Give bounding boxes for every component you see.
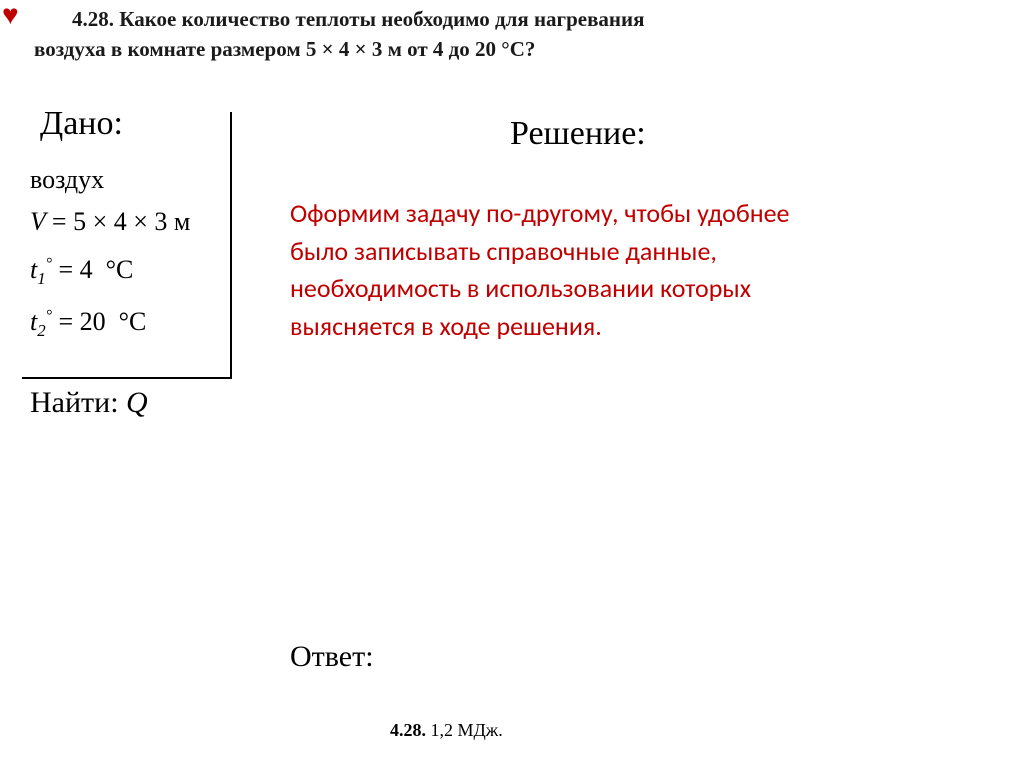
heart-icon: ♥ (2, 2, 19, 30)
find-symbol: Q (126, 386, 148, 419)
vertical-divider (230, 112, 232, 377)
find-line: Найти: Q (30, 386, 148, 420)
answer-label: Ответ: (290, 640, 374, 674)
answer-key-text: 1,2 МДж. (431, 720, 503, 740)
problem-number: 4.28. (72, 7, 114, 31)
find-label: Найти: (30, 386, 119, 419)
problem-line-1: 4.28. Какое количество теплоты необходим… (72, 4, 645, 36)
given-heading: Дано: (40, 105, 123, 143)
answer-key: 4.28. 1,2 МДж. (390, 720, 503, 741)
given-t2: t2° = 20 °C (30, 307, 230, 341)
given-t1: t1° = 4 °C (30, 255, 230, 289)
solution-note: Оформим задачу по-другому, чтобы удобнее… (290, 195, 830, 346)
problem-line-2: воздуха в комнате размером 5 × 4 × 3 м о… (34, 34, 535, 66)
given-volume: V = 5 × 4 × 3 м (30, 207, 230, 237)
given-substance: воздух (30, 165, 230, 195)
problem-text-1: Какое количество теплоты необходимо для … (119, 7, 644, 31)
solution-heading: Решение: (510, 115, 646, 153)
given-column: воздух V = 5 × 4 × 3 м t1° = 4 °C t2° = … (30, 165, 230, 359)
answer-key-number: 4.28. (390, 720, 426, 740)
horizontal-divider (22, 377, 232, 379)
